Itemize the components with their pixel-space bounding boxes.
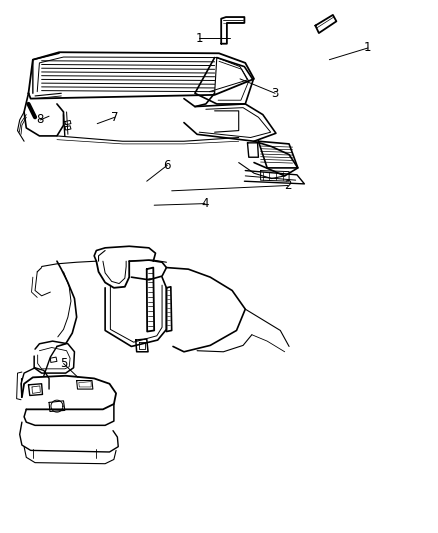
Text: 8: 8 xyxy=(37,114,44,126)
Text: 1: 1 xyxy=(195,32,203,45)
Text: 5: 5 xyxy=(60,357,67,370)
Text: 2: 2 xyxy=(284,179,292,192)
Text: 4: 4 xyxy=(201,197,209,210)
Text: 1: 1 xyxy=(364,42,372,54)
Text: 7: 7 xyxy=(111,111,119,124)
Text: 3: 3 xyxy=(272,87,279,100)
Text: 6: 6 xyxy=(163,159,171,172)
